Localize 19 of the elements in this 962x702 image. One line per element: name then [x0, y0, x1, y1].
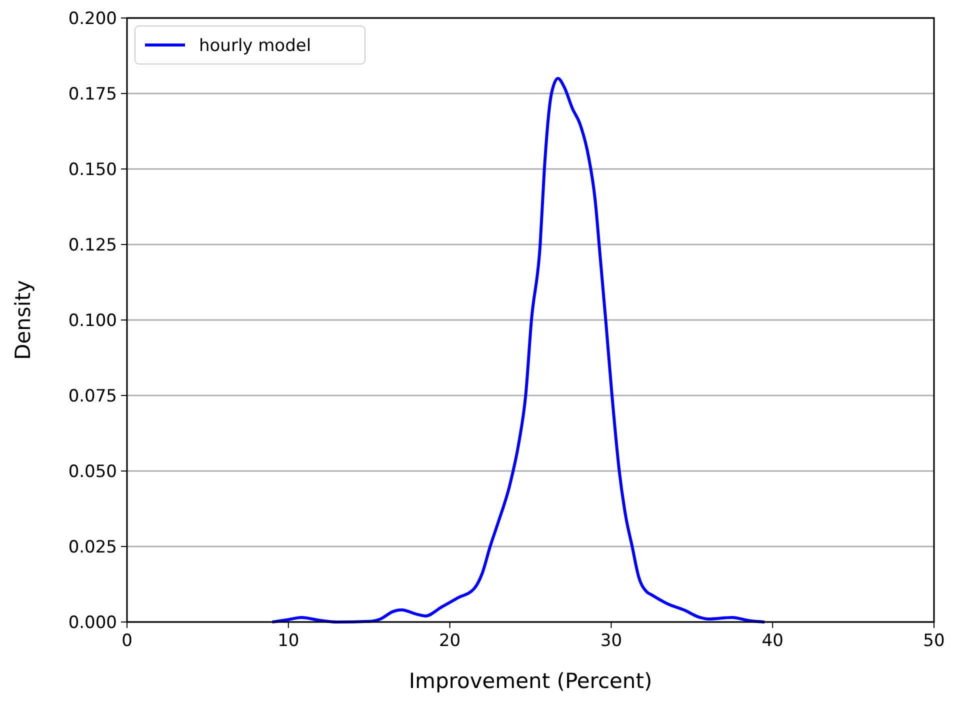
y-tick-label: 0.125 — [68, 235, 117, 256]
y-tick-label: 0.000 — [68, 612, 117, 633]
x-tick-label: 30 — [600, 631, 622, 651]
y-tick-label: 0.150 — [68, 160, 117, 180]
y-axis-title: Density — [11, 280, 35, 360]
x-tick-label: 0 — [122, 631, 132, 651]
x-tick-label: 20 — [438, 631, 461, 651]
y-tick-label: 0.025 — [68, 537, 117, 558]
legend-label: hourly model — [199, 36, 312, 56]
y-tick-label: 0.075 — [68, 386, 117, 406]
x-tick-label: 10 — [278, 631, 300, 651]
y-tick-label: 0.050 — [68, 462, 117, 482]
line-series — [270, 76, 766, 624]
y-tick-label: 0.175 — [68, 84, 117, 104]
x-tick-label: 50 — [923, 631, 945, 651]
y-tick-label: 0.200 — [68, 8, 117, 29]
x-tick-label: 40 — [762, 631, 784, 651]
y-tick-label: 0.100 — [68, 310, 117, 331]
x-axis-title: Improvement (Percent) — [408, 669, 652, 693]
